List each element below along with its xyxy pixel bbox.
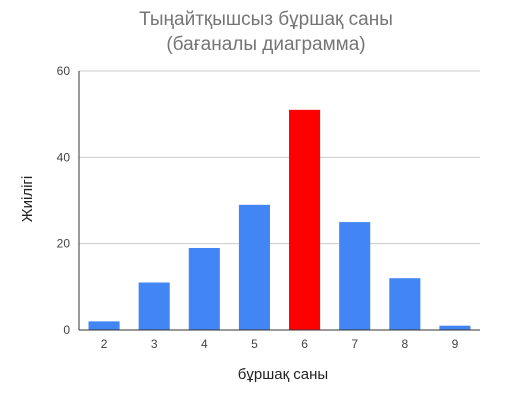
bar-8[interactable] — [389, 278, 421, 330]
bar-4[interactable] — [188, 247, 220, 330]
bar-7[interactable] — [339, 222, 371, 330]
y-tick-label: 40 — [57, 150, 71, 164]
bar-6[interactable] — [289, 109, 321, 330]
x-tick-label: 6 — [301, 337, 308, 351]
x-tick-label: 5 — [251, 337, 258, 351]
x-axis-label: бұршақ саны — [238, 366, 328, 383]
x-tick-label: 3 — [151, 337, 158, 351]
bar-2[interactable] — [88, 321, 120, 330]
x-tick-label: 2 — [101, 337, 108, 351]
y-tick-labels: 0 20 40 60 — [57, 64, 71, 337]
x-tick-label: 8 — [401, 337, 408, 351]
bar-9[interactable] — [439, 325, 471, 330]
y-axis-label: Жиілігі — [19, 176, 36, 222]
x-tick-labels: 2 3 4 5 6 7 8 9 — [101, 337, 459, 351]
y-tick-label: 0 — [63, 323, 70, 337]
gridlines — [79, 70, 480, 245]
x-tick-label: 7 — [351, 337, 358, 351]
bar-3[interactable] — [138, 282, 170, 330]
chart-title-line-2: (бағаналы диаграмма) — [166, 34, 365, 55]
x-tick-label: 4 — [201, 337, 208, 351]
y-tick-label: 60 — [57, 64, 71, 78]
bars — [88, 109, 471, 330]
x-tick-label: 9 — [452, 337, 459, 351]
bar-5[interactable] — [238, 204, 270, 330]
y-tick-label: 20 — [57, 237, 71, 251]
chart-title-line-1: Тыңайтқышсыз бұршақ саны — [139, 9, 393, 30]
